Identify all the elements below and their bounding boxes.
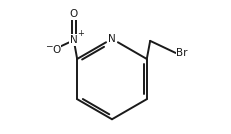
Text: +: + [76,29,83,38]
Text: N: N [70,35,77,45]
Text: O: O [69,9,78,19]
Text: Br: Br [176,48,187,58]
Text: O: O [52,45,60,55]
Text: −: − [45,41,52,50]
Text: N: N [108,34,115,44]
